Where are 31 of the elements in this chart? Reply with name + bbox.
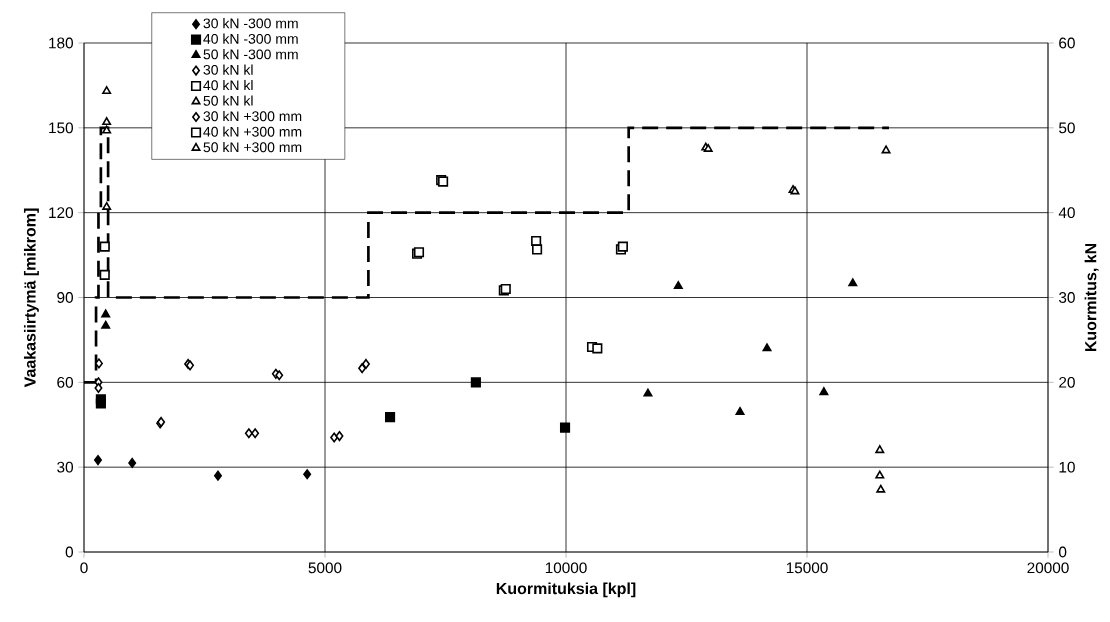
y-tick-label: 90 [57,292,73,303]
legend-label: 50 kN -300 mm [203,49,298,60]
y-tick-label: 60 [57,376,73,388]
y2-tick-label: 20 [1059,376,1075,388]
x-tick-label: 0 [80,562,88,574]
x-tick-label: 5000 [308,562,342,574]
legend-label: 40 kN -300 mm [203,33,298,44]
y2-tick-label: 10 [1059,461,1075,473]
legend-label: 50 kN kl [203,95,253,106]
y-tick-label: 30 [57,461,73,473]
y-tick-label: 120 [49,207,73,219]
y-tick-label: 180 [49,37,73,49]
legend-label: 30 kN -300 mm [203,18,298,29]
legend-label: 40 kN kl [203,79,253,91]
legend-label: 40 kN +300 mm [203,126,302,137]
x-axis-title: Kuormituksia [kpl] [496,582,636,598]
y-tick-label: 150 [49,122,73,134]
legend-label: 30 kN +300 mm [203,110,302,122]
legend-label: 50 kN +300 mm [203,141,302,153]
y2-tick-label: 40 [1058,207,1075,219]
x-tick-label: 15000 [786,562,828,574]
y2-tick-label: 50 [1059,122,1075,134]
y2-axis-title: Kuormitus, kN [1084,243,1099,352]
legend-label: 30 kN kl [203,64,253,75]
y-tick-label: 0 [65,546,73,558]
y-axis-title: Vaakasiirtymä [mikrom] [23,208,39,388]
x-tick-label: 20000 [1027,562,1069,574]
x-tick-label: 10000 [545,562,587,574]
y2-tick-label: 30 [1058,292,1075,303]
y2-tick-label: 60 [1059,37,1075,49]
y2-tick-label: 0 [1059,546,1067,558]
